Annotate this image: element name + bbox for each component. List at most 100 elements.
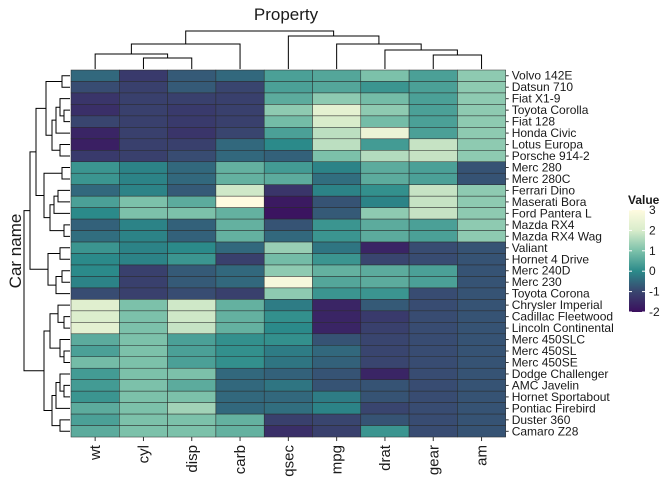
heatmap-cell [70, 92, 120, 105]
heatmap-cell [457, 333, 506, 346]
dendrogram-branch [61, 270, 70, 283]
dendrogram-branch [59, 144, 70, 157]
dendrogram-branch [61, 75, 70, 88]
y-tick-label: Honda Civic [512, 126, 577, 140]
heatmap-cell [215, 276, 265, 289]
heatmap-cell [215, 138, 265, 151]
heatmap-cell [70, 69, 120, 82]
heatmap-cell [167, 379, 217, 392]
heatmap-cell [70, 127, 120, 140]
heatmap-cell [457, 253, 506, 266]
heatmap-cell [119, 115, 168, 128]
heatmap-cell [408, 310, 458, 323]
heatmap-cell [457, 207, 506, 220]
heatmap-cell [215, 390, 265, 403]
heatmap-cell [167, 276, 217, 289]
heatmap-cell [263, 218, 313, 231]
heatmap-cell [457, 379, 506, 392]
heatmap-cell [457, 310, 506, 323]
heatmap-cell [263, 425, 313, 438]
y-tick-label: Merc 280 [512, 160, 562, 174]
heatmap-cell [215, 104, 265, 117]
heatmap-cell [408, 150, 458, 163]
heatmap-cell [312, 127, 362, 140]
heatmap-cell [408, 413, 458, 426]
heatmap-cell [167, 287, 217, 300]
heatmap-cell [263, 127, 313, 140]
heatmap-cell [408, 276, 458, 289]
heatmap-cell [408, 402, 458, 415]
heatmap-cell [215, 425, 265, 438]
y-tick-label: Merc 280C [512, 172, 571, 186]
heatmap-cell [119, 207, 168, 220]
y-tick-label: Toyota Corona [512, 287, 590, 301]
y-axis-label: Car name [6, 214, 25, 289]
heatmap-cell [360, 172, 410, 185]
legend-tick-label: 3 [649, 203, 656, 217]
dendrogram-branch [384, 49, 458, 69]
heatmap-cell [263, 161, 313, 174]
heatmap-cell [360, 425, 410, 438]
heatmap-cell [167, 81, 217, 94]
heatmap-cell [312, 218, 362, 231]
heatmap-cell [360, 299, 410, 312]
y-tick-label: Datsun 710 [512, 80, 574, 94]
heatmap-cell [312, 322, 362, 335]
legend-tick-label: -1 [649, 285, 660, 299]
heatmap-cell [70, 322, 120, 335]
heatmap-cell [215, 184, 265, 197]
dendrogram-branch [55, 106, 70, 134]
heatmap-cell [457, 241, 506, 254]
heatmap-cell [312, 413, 362, 426]
heatmap-cell [167, 310, 217, 323]
heatmap-cell [360, 127, 410, 140]
heatmap-cell [263, 379, 313, 392]
heatmap-cell [360, 356, 410, 369]
heatmap-cell [408, 379, 458, 392]
dendrogram-branch [63, 224, 70, 237]
heatmap-cell [360, 402, 410, 415]
heatmap-cell [167, 413, 217, 426]
dendrogram-branch [47, 253, 60, 286]
x-tick-labels: wt cyl disp carb qsec mpg drat gear am [87, 437, 491, 477]
heatmap-cell [312, 287, 362, 300]
heatmap-cell [167, 356, 217, 369]
dendrogram-branch [43, 172, 62, 219]
heatmap-cell [119, 218, 168, 231]
heatmap-cell [215, 218, 265, 231]
heatmap-cell [119, 264, 168, 277]
heatmap-cell [457, 92, 506, 105]
heatmap-cell [167, 253, 217, 266]
heatmap-cell [360, 367, 410, 380]
heatmap-cell [119, 184, 168, 197]
heatmap-cell [167, 138, 217, 151]
y-tick-label: Hornet Sportabout [512, 390, 611, 404]
dendrogram-branch [130, 43, 241, 69]
dendrogram-branch [59, 419, 70, 432]
heatmap-cell [263, 104, 313, 117]
heatmap-cell [360, 104, 410, 117]
heatmap-cell [215, 172, 265, 185]
heatmap-cell [263, 356, 313, 369]
heatmap-cell [70, 413, 120, 426]
heatmap-cell [408, 104, 458, 117]
heatmap-cell [408, 161, 458, 174]
y-tick-label: Lotus Europa [512, 138, 584, 152]
heatmap-cell [119, 69, 168, 82]
heatmap-cell [167, 127, 217, 140]
heatmap-cell [263, 402, 313, 415]
dendrogram-branch [185, 30, 335, 44]
heatmap-cell [408, 69, 458, 82]
heatmap-cell [215, 413, 265, 426]
heatmap-cell [70, 138, 120, 151]
legend-title: Value [628, 193, 660, 207]
heatmap-cells [70, 69, 506, 438]
heatmap-cell [70, 333, 120, 346]
heatmap-cell [119, 402, 168, 415]
y-tick-label: Ferrari Dino [512, 183, 576, 197]
heatmap-cell [263, 253, 313, 266]
heatmap-cell [457, 230, 506, 243]
y-tick-label: Merc 450SL [512, 344, 577, 358]
